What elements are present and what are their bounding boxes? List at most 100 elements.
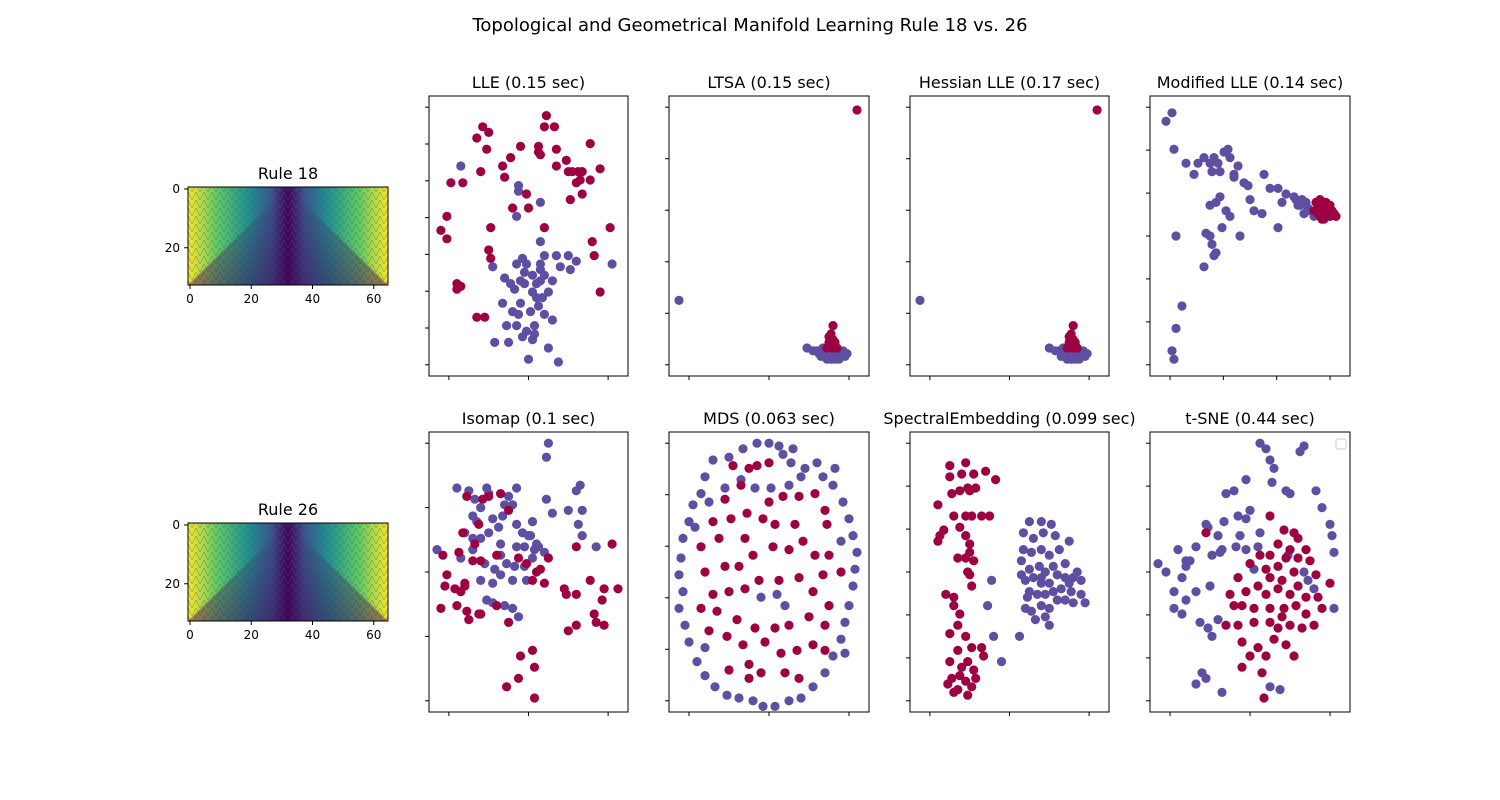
data-point-b [486, 223, 496, 233]
data-point-b [458, 178, 468, 188]
data-point-b [852, 105, 862, 115]
data-point-a [507, 575, 518, 586]
data-point-b [939, 525, 949, 535]
data-point-a [1038, 528, 1048, 538]
data-point-a [1235, 231, 1245, 241]
data-point-a [752, 438, 762, 448]
data-point-a [1191, 587, 1201, 597]
data-point-b [486, 253, 496, 263]
data-point-b [1237, 637, 1247, 647]
data-point-a [1267, 477, 1277, 487]
data-point-b [742, 508, 752, 518]
data-point-a [1201, 228, 1211, 238]
plot-area [1149, 95, 1351, 377]
data-point-b [1265, 550, 1275, 560]
data-point-a [1217, 687, 1227, 698]
data-point-b [1273, 584, 1283, 594]
data-point-a [690, 522, 700, 532]
data-point-a [571, 256, 581, 266]
data-point-a [1269, 463, 1279, 473]
data-point-a [678, 533, 688, 544]
x-tick-label: 60 [366, 628, 381, 642]
data-point-b [474, 609, 484, 619]
data-point-b [515, 141, 526, 151]
data-point-b [1297, 623, 1307, 633]
data-point-b [822, 343, 832, 353]
data-point-b [533, 141, 544, 151]
data-point-a [674, 570, 684, 580]
data-point-b [1331, 211, 1341, 221]
data-point-a [529, 329, 540, 339]
x-tick-label: 0 [186, 292, 194, 306]
plot-area [1149, 431, 1351, 713]
data-point-a [1036, 545, 1046, 555]
data-point-a [504, 491, 514, 501]
data-point-b [436, 225, 446, 235]
data-point-b [971, 673, 981, 684]
data-point-a [720, 483, 730, 493]
data-point-a [456, 161, 466, 171]
data-point-a [1169, 144, 1179, 154]
data-point-a [766, 483, 776, 493]
data-point-b [945, 629, 955, 639]
data-point-b [961, 458, 971, 468]
data-point-a [996, 657, 1007, 667]
data-point-b [543, 553, 554, 563]
data-point-a [500, 273, 510, 283]
data-point-a [541, 452, 552, 462]
data-point-a [1169, 603, 1179, 614]
data-point-b [808, 640, 818, 650]
data-point-b [949, 687, 959, 698]
data-point-b [1317, 603, 1327, 614]
data-point-a [700, 472, 710, 482]
data-point-a [476, 533, 486, 544]
data-point-b [1237, 662, 1247, 672]
data-point-a [983, 601, 993, 611]
data-point-b [744, 463, 754, 473]
data-point-a [519, 279, 530, 289]
data-point-b [521, 189, 532, 199]
data-point-a [541, 494, 552, 504]
subplot-6: Rule 26 0 20 40 60 0 20 [165, 500, 389, 642]
data-point-a [828, 651, 838, 661]
data-point-b [1245, 559, 1255, 569]
data-point-a [748, 696, 758, 706]
data-point-a [830, 463, 840, 473]
data-point-a [476, 503, 486, 513]
data-point-a [1265, 682, 1275, 692]
data-point-b [728, 461, 738, 471]
data-point-a [1233, 161, 1243, 171]
data-point-a [1223, 144, 1233, 154]
data-point-b [585, 175, 595, 185]
data-point-a [848, 581, 858, 591]
data-point-a [1018, 528, 1028, 538]
data-point-b [750, 623, 760, 633]
data-point-a [511, 519, 522, 530]
data-point-a [1034, 561, 1044, 572]
data-point-b [758, 514, 768, 524]
data-point-a [1217, 545, 1227, 555]
subplot-9: SpectralEmbedding (0.099 sec) [883, 409, 1136, 716]
data-point-a [563, 505, 573, 515]
data-point-b [504, 505, 514, 515]
data-point-a [1040, 589, 1050, 600]
data-point-a [509, 284, 520, 294]
data-point-a [519, 542, 530, 552]
data-point-a [531, 279, 542, 289]
data-point-a [704, 497, 714, 507]
plot-area [428, 431, 629, 713]
subplot-1: Rule 18 0 20 40 60 0 20 [165, 164, 389, 306]
data-point-b [824, 550, 834, 560]
data-point-b [591, 617, 601, 628]
data-point-a [1056, 584, 1066, 594]
data-point-b [500, 172, 510, 182]
data-point-b [549, 122, 560, 132]
data-point-a [812, 458, 822, 468]
data-point-a [496, 570, 506, 580]
panels: Rule 18 0 20 40 60 0 20 LLE (0.15 sec) LTSA (0.1… [165, 73, 1351, 716]
data-point-a [800, 463, 810, 473]
heatmap-frame [187, 186, 389, 286]
data-point-a [1225, 153, 1235, 163]
data-point-b [985, 511, 995, 521]
data-point-a [788, 444, 798, 454]
